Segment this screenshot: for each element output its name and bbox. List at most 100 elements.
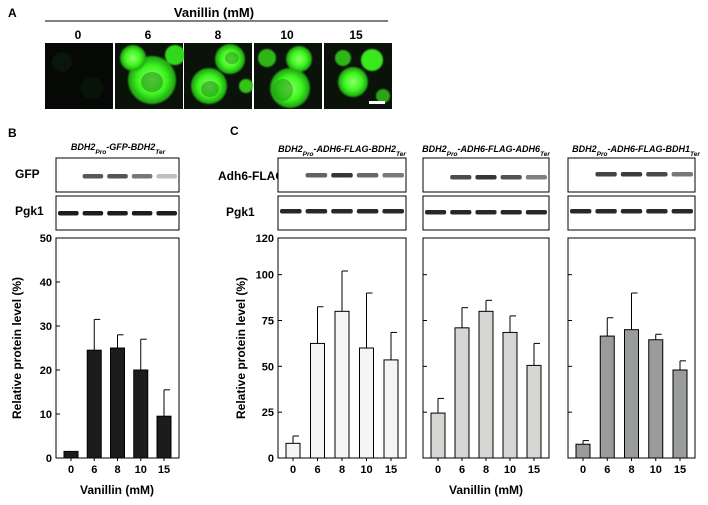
y-tick-label: 50 (40, 233, 52, 245)
conc-label-6: 6 (145, 28, 152, 42)
blot-label-pgk1-c: Pgk1 (226, 205, 255, 219)
bar (454, 327, 470, 459)
blot-band (356, 173, 379, 178)
blot-label-gfp: GFP (15, 167, 40, 181)
bar (285, 442, 301, 459)
y-tick-label: 30 (40, 321, 52, 333)
x-tick-label: 6 (459, 464, 465, 476)
blot-band (331, 173, 353, 178)
micrograph-0mm (45, 43, 113, 109)
blot-band (280, 209, 302, 214)
panel-b-letter: B (8, 126, 17, 140)
y-tick-label: 40 (40, 277, 52, 289)
concentration-labels: 0 6 8 10 15 (75, 28, 363, 42)
blot-band (107, 174, 128, 179)
x-tick-label: 8 (114, 464, 120, 476)
chart-c3: 0 6 8 10 15 (568, 237, 688, 476)
blot-band (107, 211, 128, 216)
blot-label-pgk1-b: Pgk1 (15, 204, 44, 218)
western-blot-pgk1-c1 (277, 195, 407, 231)
y-tick-label: 100 (256, 270, 274, 282)
conc-label-0: 0 (75, 28, 82, 42)
bar (383, 359, 399, 459)
blot-band (131, 211, 153, 216)
bar (624, 329, 639, 459)
y-tick-label: 10 (40, 409, 52, 421)
blot-band (475, 175, 497, 180)
panel-c-construct-3: BDH2Pro-ADH6-FLAG-BDH1Ter (572, 144, 700, 158)
blot-band (356, 209, 379, 214)
blot-band (570, 209, 592, 214)
western-blot-pgk1-b (55, 195, 180, 231)
y-tick-label: 25 (262, 407, 274, 419)
blot-band (620, 209, 643, 214)
blot-band (305, 173, 328, 178)
blot-band (595, 209, 617, 214)
x-tick-label: 6 (91, 464, 97, 476)
blot-band (156, 211, 177, 216)
y-tick-label: 0 (46, 453, 52, 465)
blot-band (382, 209, 404, 214)
bar (359, 347, 374, 459)
chart-c1: 0 25 50 75 100 120 0 6 8 10 15 (256, 233, 399, 476)
panel-c-letter: C (230, 124, 239, 138)
blot-band (450, 175, 472, 180)
western-blot-pgk1-c2 (422, 195, 550, 231)
chart-c2: 0 6 8 10 15 (423, 237, 542, 476)
x-tick-label: 15 (158, 464, 170, 476)
blot-band (671, 172, 693, 177)
x-tick-label: 0 (435, 464, 441, 476)
bar (648, 339, 664, 459)
blot-band (525, 210, 547, 215)
blot-band (425, 210, 447, 215)
blot-band (671, 209, 693, 214)
blot-band (646, 172, 668, 177)
blot-band (620, 172, 643, 177)
x-tick-label: 6 (314, 464, 320, 476)
x-tick-label: 10 (650, 464, 662, 476)
blot-label-adh6-flag: Adh6-FLAG (218, 169, 285, 183)
micrograph-6mm (115, 43, 185, 109)
blot-band (500, 175, 522, 180)
bar (526, 364, 542, 459)
y-axis-title-b: Relative protein level (%) (10, 277, 24, 419)
panel-a-title: Vanillin (mM) (174, 5, 254, 20)
bar (430, 412, 446, 459)
blot-band (500, 210, 522, 215)
western-blot-adh6-flag-1 (277, 157, 407, 193)
blot-band (525, 175, 547, 180)
x-tick-label: 0 (68, 464, 74, 476)
x-tick-label: 0 (580, 464, 586, 476)
x-tick-label: 10 (135, 464, 147, 476)
y-tick-label: 20 (40, 365, 52, 377)
blot-band (595, 172, 617, 177)
micrograph-10mm (254, 43, 322, 109)
micrograph-15mm (324, 43, 392, 109)
x-tick-label: 8 (483, 464, 489, 476)
x-tick-label: 8 (628, 464, 634, 476)
blot-band (82, 174, 104, 179)
x-tick-label: 15 (674, 464, 686, 476)
bar (156, 415, 172, 459)
y-tick-label: 120 (256, 233, 274, 245)
panel-b-construct: BDH2Pro-GFP-BDH2Ter (71, 142, 166, 156)
blot-band (82, 211, 104, 216)
x-axis-title-b: Vanillin (mM) (80, 483, 154, 497)
chart-b: 0 10 20 30 40 50 0 6 8 10 15 (40, 233, 172, 476)
western-blot-adh6-flag-3 (567, 157, 696, 193)
bar (63, 450, 79, 459)
western-blot-gfp (55, 157, 180, 193)
bar (310, 342, 325, 459)
bar (86, 349, 102, 459)
blot-band (450, 210, 472, 215)
bar (502, 331, 518, 459)
scale-bar (369, 101, 385, 104)
conc-label-10: 10 (280, 28, 294, 42)
bar (110, 347, 125, 459)
blot-band (646, 209, 668, 214)
y-axis-title-c: Relative protein level (%) (234, 277, 248, 419)
blot-band (382, 173, 404, 178)
blot-band (58, 211, 79, 216)
bar (478, 310, 494, 459)
